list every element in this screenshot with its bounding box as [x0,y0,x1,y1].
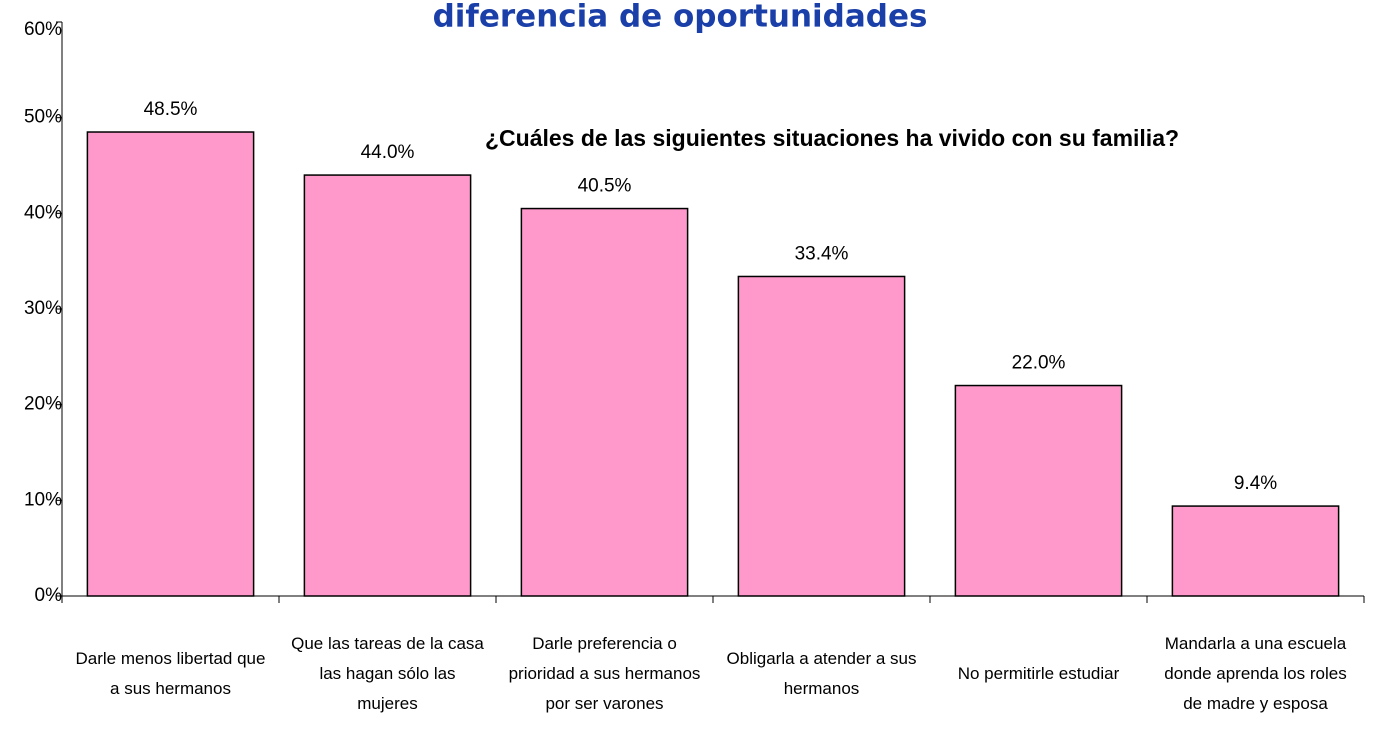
y-tick-label: 20% [24,394,62,415]
chart-subtitle: ¿Cuáles de las siguientes situaciones ha… [485,125,1179,151]
bar [520,207,689,597]
y-tick-label: 0% [35,585,63,606]
bar [1171,505,1340,597]
bar [303,174,472,597]
bar [737,275,906,597]
x-tick-label: Obligarla a atender a sus hermanos [726,649,917,698]
x-tick-label: No permitirle estudiar [957,664,1120,683]
x-tick-label: Darle menos libertad que a sus hermanos [75,649,266,698]
data-label: 22.0% [1012,353,1066,374]
y-tick-label: 30% [24,298,62,319]
x-tick-label: Darle preferencia o prioridad a sus herm… [508,634,701,713]
y-tick-label: 60% [24,19,62,40]
x-tick-label: Que las tareas de la casa las hagan sólo… [291,634,484,713]
data-label: 33.4% [795,243,849,264]
data-label: 48.5% [144,99,198,120]
data-label: 40.5% [578,176,632,197]
bar [954,384,1123,597]
y-tick-label: 40% [24,202,62,223]
y-tick-label: 50% [24,107,62,128]
y-tick-label: 10% [24,489,62,510]
x-tick-label: Mandarla a una escuela donde aprenda los… [1164,634,1347,713]
chart-title: diferencia de oportunidades [433,0,928,35]
bar [86,131,255,597]
data-label: 9.4% [1234,473,1277,494]
data-label: 44.0% [361,142,415,163]
